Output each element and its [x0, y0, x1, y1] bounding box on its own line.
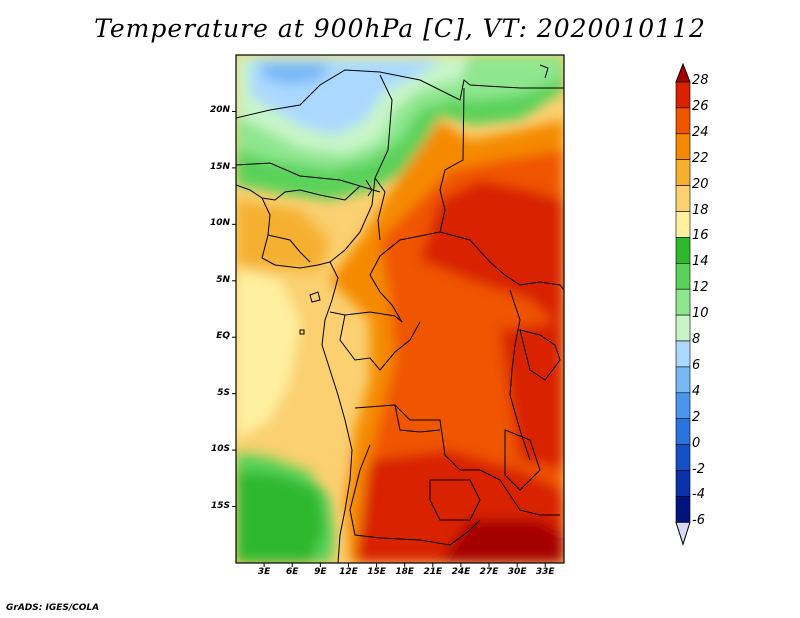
lon-label: 27E: [479, 567, 499, 577]
field-mild-west: [236, 200, 330, 270]
colorbar-label: 12: [692, 280, 709, 296]
colorbar-swatch: [675, 288, 691, 316]
colorbar-label: -2: [692, 461, 705, 477]
lat-label: 10N: [209, 218, 230, 229]
colorbar-label: 14: [692, 254, 709, 270]
temperature-field: [236, 55, 564, 563]
map-frame: [235, 54, 565, 564]
colorbar-swatch: [675, 133, 691, 161]
lon-label: 21E: [423, 567, 443, 577]
colorbar-label: 2: [692, 409, 701, 425]
colorbar-label: 6: [692, 357, 701, 373]
colorbar-swatch: [675, 392, 691, 419]
field-warm-26-north: [420, 180, 564, 330]
colorbar-label: -6: [692, 513, 705, 529]
field-mild-18: [236, 270, 300, 440]
lat-label: 5S: [217, 387, 230, 398]
lon-label: 12E: [339, 567, 358, 577]
colorbar-label: 20: [692, 176, 709, 192]
colorbar-label: 16: [692, 228, 709, 244]
coastline-west: [236, 184, 353, 563]
colorbar-label: 0: [692, 435, 701, 451]
colorbar-swatch: [675, 314, 691, 342]
lat-label: 10S: [210, 444, 230, 455]
colorbar-swatch: [675, 237, 691, 264]
colorbar-swatch: [675, 81, 691, 109]
colorbar-label: 22: [692, 150, 709, 166]
colorbar-label: 10: [692, 306, 709, 322]
lon-label: 30E: [507, 567, 527, 577]
lon-label: 18E: [395, 567, 415, 577]
chart-title: Temperature at 900hPa [C], VT: 202001011…: [94, 14, 706, 43]
colorbar-min-triangle: [675, 521, 691, 546]
lat-label: 5N: [216, 274, 230, 285]
grads-credit: GrADS: IGES/COLA: [6, 603, 100, 613]
field-cool-southwest-2: [236, 470, 325, 563]
field-cool-north-5: [260, 62, 330, 85]
lat-label: 15S: [210, 500, 230, 511]
colorbar-label: 26: [692, 98, 709, 114]
colorbar-swatch: [675, 185, 691, 212]
colorbar-swatch: [675, 496, 691, 523]
colorbar-swatch: [675, 418, 691, 445]
colorbar-swatch: [675, 262, 691, 290]
colorbar-label: 4: [692, 383, 701, 399]
colorbar-swatch: [675, 159, 691, 186]
lat-label: 15N: [209, 161, 230, 172]
lon-label: 33E: [535, 567, 555, 577]
lon-label: 6E: [286, 567, 299, 577]
colorbar-label: 28: [692, 73, 709, 88]
lon-label: 15E: [367, 567, 386, 577]
lon-label: 24E: [451, 567, 471, 577]
field-warm-26-east: [500, 320, 564, 470]
colorbar: [675, 62, 691, 546]
colorbar-swatch: [675, 107, 691, 135]
colorbar-swatch: [675, 470, 691, 497]
colorbar-label: 18: [692, 202, 709, 218]
colorbar-swatch: [675, 444, 691, 471]
lon-label: 9E: [314, 567, 327, 577]
colorbar-label: 24: [692, 124, 709, 140]
colorbar-label: 8: [692, 332, 701, 347]
colorbar-max-triangle: [675, 62, 691, 83]
colorbar-label: -4: [692, 487, 705, 503]
colorbar-swatch: [675, 340, 691, 368]
field-warm-28: [440, 520, 564, 563]
colorbar-swatch: [675, 366, 691, 394]
colorbar-swatch: [675, 211, 691, 238]
axis-ticks: [232, 110, 546, 567]
lat-label: EQ: [216, 331, 230, 342]
lon-label: 3E: [257, 567, 271, 577]
country-boundaries: [236, 64, 564, 563]
lat-label: 20N: [209, 105, 230, 116]
